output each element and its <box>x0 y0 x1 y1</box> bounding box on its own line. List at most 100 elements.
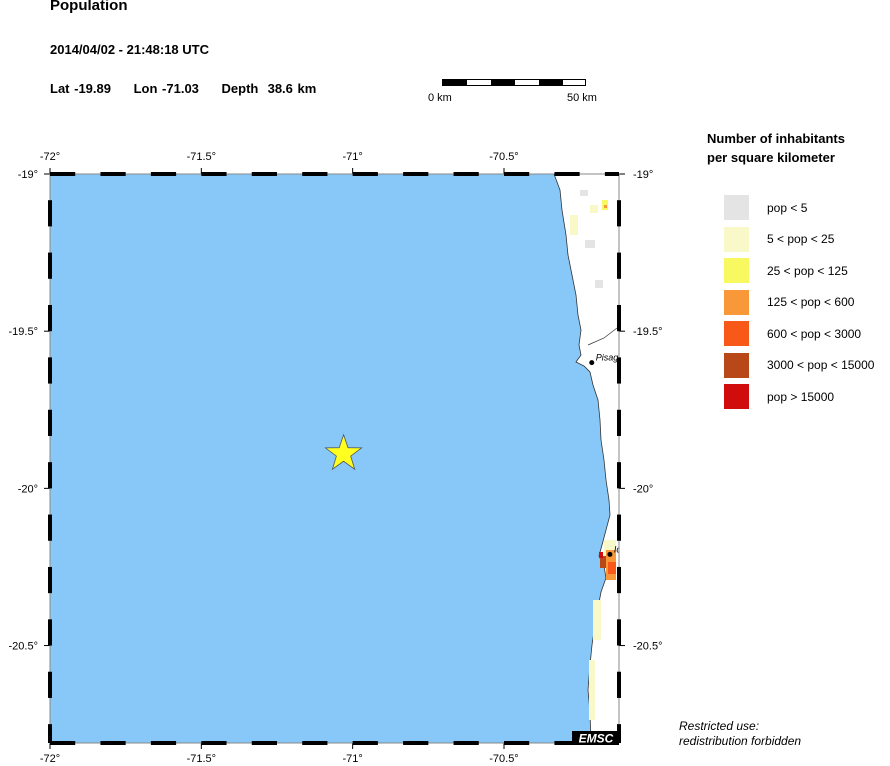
frame-segment <box>100 172 126 176</box>
legend-item: pop < 5 <box>724 195 807 220</box>
frame-segment <box>604 172 619 176</box>
scale-end-label: 50 km <box>567 92 597 104</box>
frame-segment <box>251 172 277 176</box>
map-frame <box>49 173 620 744</box>
frame-segment <box>48 200 52 227</box>
frame-segment <box>617 619 621 646</box>
legend-swatch <box>724 258 749 283</box>
lon-tick-label-bottom: -72° <box>40 753 60 765</box>
frame-segment <box>48 252 52 279</box>
page-title: Population <box>50 0 128 14</box>
frame-segment <box>403 172 429 176</box>
lat-tick-label-right: -19.5° <box>633 326 662 338</box>
city-label: Pisagu <box>596 353 624 363</box>
frame-segment <box>403 741 429 745</box>
frame-segment <box>48 462 52 489</box>
event-datetime: 2014/04/02 - 21:48:18 UTC <box>50 42 209 57</box>
usage-notice-line1: Restricted use: <box>679 719 760 733</box>
lon-tick-label-bottom: -71° <box>343 753 363 765</box>
road <box>587 327 618 346</box>
legend-label: pop > 15000 <box>767 389 835 404</box>
frame-segment <box>617 409 621 436</box>
frame-segment <box>503 172 530 176</box>
frame-segment <box>251 741 277 745</box>
lat-tick-label-left: -19° <box>18 169 38 181</box>
legend-label: 600 < pop < 3000 <box>767 326 862 341</box>
lat-tick-label-left: -20° <box>18 483 38 495</box>
legend-swatch <box>724 226 749 252</box>
ocean <box>50 174 619 743</box>
frame-segment <box>201 741 227 745</box>
event-location: Lat -19.89 Lon -71.03 Depth 38.6 km <box>50 81 334 96</box>
lon-tick-label-top: -70.5° <box>489 151 518 163</box>
legend-label: 5 < pop < 25 <box>767 232 835 246</box>
legend-swatch <box>724 289 749 315</box>
frame-segment <box>201 172 227 176</box>
latitude: Lat -19.89 <box>50 81 111 96</box>
lon-tick-label-top: -71° <box>343 151 363 163</box>
legend-swatch <box>724 352 749 378</box>
frame-segment <box>48 409 52 436</box>
legend-item: 25 < pop < 125 <box>724 258 848 283</box>
lat-tick-label-left: -19.5° <box>9 326 38 338</box>
legend-item: pop > 15000 <box>724 384 834 409</box>
emsc-watermark: EMSC <box>579 732 614 746</box>
frame-segment <box>48 724 52 743</box>
lat-tick-label-right: -19° <box>633 169 653 181</box>
frame-segment <box>48 671 52 698</box>
frame-segment <box>617 514 621 541</box>
legend-item: 5 < pop < 25 <box>724 226 835 252</box>
frame-segment <box>617 304 621 332</box>
legend-swatch <box>724 195 749 220</box>
frame-segment <box>48 304 52 332</box>
lon-tick-label-bottom: -70.5° <box>489 753 518 765</box>
frame-segment <box>50 172 76 176</box>
legend-item: 600 < pop < 3000 <box>724 321 861 346</box>
frame-segment <box>617 200 621 227</box>
legend-title-line1: Number of inhabitants <box>707 131 845 146</box>
city-marker <box>607 551 613 557</box>
frame-segment <box>50 741 76 745</box>
frame-segment <box>48 566 52 594</box>
legend-item: 125 < pop < 600 <box>724 289 855 315</box>
depth: Depth 38.6 km <box>221 81 317 96</box>
lon-tick-label-top: -71.5° <box>187 151 216 163</box>
frame-segment <box>617 357 621 384</box>
longitude: Lon -71.03 <box>133 81 199 96</box>
frame-segment <box>503 741 530 745</box>
epicenter-star-icon <box>324 433 363 471</box>
legend-swatch <box>724 384 749 409</box>
legend-label: 125 < pop < 600 <box>767 295 855 309</box>
frame-segment <box>453 741 479 745</box>
usage-notice: Restricted use: redistribution forbidden <box>679 719 801 749</box>
legend-title-line2: per square kilometer <box>707 150 835 165</box>
scale-bar <box>442 79 586 86</box>
city-label: Iqu <box>614 544 627 554</box>
frame-segment <box>617 671 621 698</box>
legend-label: pop < 5 <box>767 200 808 215</box>
frame-segment <box>302 172 328 176</box>
frame-segment <box>617 252 621 279</box>
frame-segment <box>48 357 52 384</box>
population-cells <box>570 190 616 720</box>
frame-segment <box>48 619 52 646</box>
frame-segment <box>352 172 378 176</box>
legend-label: 3000 < pop < 15000 <box>767 358 875 372</box>
frame-segment <box>352 741 378 745</box>
emsc-logo <box>572 731 619 745</box>
frame-segment <box>554 741 580 745</box>
lon-tick-label-top: -72° <box>40 151 60 163</box>
lat-tick-label-right: -20° <box>633 483 653 495</box>
cities: Pisagu Iqu <box>589 353 627 557</box>
frame-segment <box>302 741 328 745</box>
frame-segment <box>453 172 479 176</box>
frame-segment <box>150 741 177 745</box>
legend-label: 25 < pop < 125 <box>767 263 848 278</box>
scale-start-label: 0 km <box>428 92 452 104</box>
lon-tick-label-bottom: -71.5° <box>187 753 216 765</box>
frame-segment <box>150 172 177 176</box>
frame-segment <box>554 172 580 176</box>
usage-notice-line2: redistribution forbidden <box>679 734 802 748</box>
frame-segment <box>100 741 126 745</box>
